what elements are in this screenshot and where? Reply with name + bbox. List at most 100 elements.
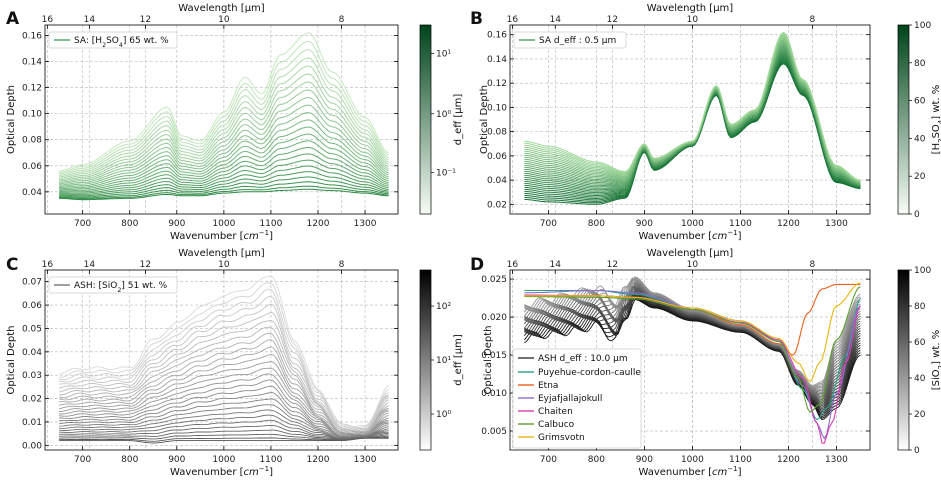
legend-entry: Grimsvotn [538,433,585,443]
y-tick-label: 0.08 [487,128,507,138]
x-tick-label: 700 [540,219,557,229]
legend-box [513,31,627,49]
x-tick-label: 700 [74,219,91,229]
panel-letter: A [6,9,20,29]
colorbar-label: [SiO2] wt. % [931,330,941,390]
legend: SA: [H2SO4] 65 wt. % [48,31,178,49]
colorbar-tick-label: 10⁻¹ [436,168,456,178]
top-axis-label: Wavelength [μm] [178,248,265,259]
series-line [59,433,389,441]
series-line [59,188,389,201]
panel-a: A 700 800 900 1000 1100 1200 1300 0.04 0.06 0.08 0.… [6,3,464,242]
series-group [59,32,389,201]
top-tick-label: 10 [687,260,699,270]
series-line [59,288,389,430]
top-tick-label: 12 [607,260,618,270]
y-axis-label: Optical Depth [6,85,17,154]
x-tick-label: 900 [636,455,653,465]
y-tick-label: 0.00 [22,441,42,451]
legend-label: ASH: [SiO2] 51 wt. % [74,281,168,294]
x-tick-label: 1300 [825,219,848,229]
series-line [59,73,389,179]
y-tick-label: 0.14 [487,55,507,65]
legend: SA d_eff : 0.5 μm [513,31,627,49]
legend: ASH: [SiO2] 51 wt. % [48,276,178,294]
legend-label: SA: [H2SO4] 65 wt. % [74,36,169,49]
x-tick-label: 1200 [307,455,330,465]
x-tick-label: 800 [121,455,138,465]
x-tick-label: 1300 [825,455,848,465]
series-line [59,65,389,178]
top-tick-label: 12 [140,260,151,270]
colorbar: 0 20 40 60 80 100 [SiO2] wt. % [897,266,941,456]
colorbar-tick-label: 100 [914,21,931,31]
colorbar-tick-label: 40 [914,134,926,144]
colorbar-tick-label: 60 [914,97,926,107]
top-tick-label: 16 [507,260,519,270]
colorbar-tick-label: 80 [914,302,926,312]
volcano-line-calbuco [524,286,861,413]
legend-box [48,276,178,294]
top-tick-label: 10 [218,15,230,25]
series-line [59,97,389,183]
colorbar-tick-label: 100 [914,266,931,276]
panel-letter: D [470,255,484,275]
y-tick-label: 0.05 [22,324,42,334]
series-line [59,419,389,440]
colorbar-label: d_eff [μm] [453,94,464,146]
top-axis-label: Wavelength [μm] [178,3,265,14]
legend-entry: Eyjafjallajokull [538,394,602,404]
colorbar-tick-label: 10¹ [436,49,451,59]
series-line [59,361,389,435]
x-tick-label: 900 [168,455,185,465]
series-line [59,165,389,195]
x-tick-label: 1100 [729,455,752,465]
y-tick-label: 0.06 [22,162,42,172]
y-tick-label: 0.16 [22,31,42,41]
ticks [510,25,870,214]
series-line [524,31,861,181]
volcano-line-grimsvotn [524,282,861,383]
top-axis-label: Wavelength [μm] [647,248,734,259]
series-line [59,81,389,181]
colorbar: 0 20 40 60 80 100 [H2SO4] wt. % [897,21,941,220]
series-line [59,49,389,175]
y-tick-label: 0.04 [22,188,42,198]
y-tick-label: 0.02 [22,395,42,405]
x-tick-label: 1100 [259,455,282,465]
top-tick-label: 12 [607,15,618,25]
x-tick-label: 1000 [681,455,704,465]
series-line [59,398,389,438]
colorbar-label: [H2SO4] wt. % [931,85,941,155]
top-tick-label: 10 [218,260,230,270]
x-tick-label: 1200 [777,219,800,229]
y-tick-label: 0.025 [481,275,507,285]
colorbar-tick-label: 10⁰ [436,410,451,420]
x-tick-label: 900 [168,219,185,229]
series-line [59,332,389,433]
series-group [58,275,389,444]
colorbar-gradient [419,24,432,215]
series-line [59,57,389,176]
top-axis-label: Wavelength [μm] [647,3,734,14]
series-line [59,367,389,435]
panel-c: C 700 800 900 1000 1100 1200 1300 0.00 0.01 0.02 0.… [6,248,464,478]
ticks [45,270,398,450]
series-line [59,89,389,182]
y-tick-label: 0.02 [487,200,507,210]
y-tick-label: 0.06 [487,152,507,162]
legend-label: SA d_eff : 0.5 μm [539,36,616,46]
series-line [59,171,389,197]
x-tick-label: 1000 [212,219,235,229]
series-line [59,40,389,173]
x-tick-label: 1200 [777,455,800,465]
x-axis-label: Wavenumber [cm−1] [638,229,741,242]
x-axis-label: Wavenumber [cm−1] [170,229,273,242]
legend-entry: Puyehue-cordon-caulle [538,368,641,378]
series-line [59,140,389,191]
panel-letter: B [470,9,483,29]
x-axis-label: Wavenumber [cm−1] [170,465,273,478]
colorbar-tick-label: 10¹ [436,356,451,366]
